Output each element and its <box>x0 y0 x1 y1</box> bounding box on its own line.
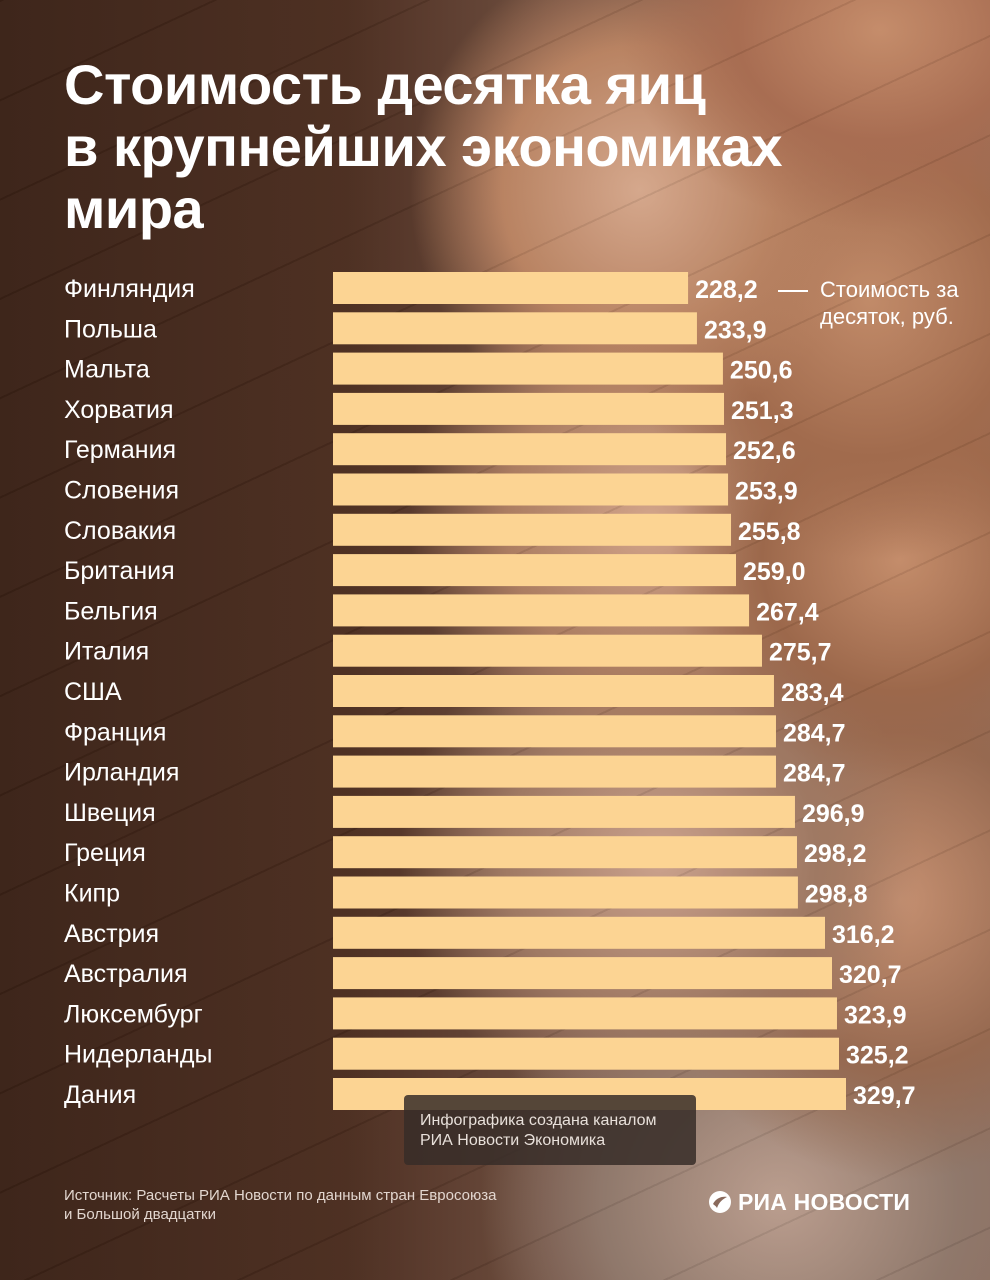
credit-line-1: Инфографика создана каналом <box>420 1112 657 1129</box>
category-label: Люксембург <box>64 1000 203 1028</box>
bar <box>333 675 774 707</box>
bar <box>333 513 732 546</box>
value-label: 284,7 <box>783 760 846 788</box>
category-label: Греция <box>64 839 146 867</box>
bar <box>333 392 725 425</box>
bar <box>333 352 723 385</box>
category-label: Финляндия <box>64 275 195 303</box>
bar <box>333 916 825 949</box>
category-label: Италия <box>64 638 149 666</box>
category-label: Кипр <box>64 880 120 908</box>
value-label: 283,4 <box>781 679 844 707</box>
bar <box>333 997 837 1030</box>
value-label: 233,9 <box>704 316 767 344</box>
credit-text: Инфографика создана каналом РИА Новости … <box>420 1111 657 1151</box>
bar <box>333 433 727 466</box>
category-label: Нидерланды <box>64 1041 212 1069</box>
value-label: 329,7 <box>853 1082 916 1110</box>
legend-connector-line <box>778 290 808 292</box>
category-label: Словакия <box>64 517 176 545</box>
page-title: Стоимость десятка яиц в крупнейших эконо… <box>64 54 924 240</box>
bar <box>333 755 776 788</box>
source-line-1: Источник: Расчеты РИА Новости по данным … <box>64 1187 497 1204</box>
category-label: Польша <box>64 315 157 343</box>
value-label: 251,3 <box>731 397 794 425</box>
credit-line-2: РИА Новости Экономика <box>420 1132 606 1149</box>
ria-logo: РИА НОВОСТИ <box>708 1188 910 1216</box>
title-line-3: мира <box>64 177 204 240</box>
category-label: Франция <box>64 718 166 746</box>
value-label: 255,8 <box>738 518 801 546</box>
value-label: 298,8 <box>805 881 868 909</box>
bar <box>333 715 776 748</box>
category-label: Дания <box>64 1081 136 1109</box>
source-note: Источник: Расчеты РИА Новости по данным … <box>64 1186 584 1224</box>
value-label: 323,9 <box>844 1001 907 1029</box>
category-label: Австрия <box>64 920 159 948</box>
category-label: Словения <box>64 477 179 505</box>
category-label: Бельгия <box>64 597 158 625</box>
bar <box>333 272 689 304</box>
title-line-2: в крупнейших экономиках <box>64 115 783 178</box>
category-label: Швеция <box>64 799 156 827</box>
bar <box>333 957 832 990</box>
bar <box>333 473 729 506</box>
bar <box>333 634 762 667</box>
category-label: Мальта <box>64 356 150 384</box>
category-label: Хорватия <box>64 396 174 424</box>
value-label: 325,2 <box>846 1042 909 1070</box>
value-label: 259,0 <box>743 558 806 586</box>
bar <box>333 312 697 345</box>
value-label: 253,9 <box>735 478 798 506</box>
bar <box>333 554 736 587</box>
value-label: 296,9 <box>802 800 865 828</box>
bar <box>333 836 797 869</box>
bar <box>333 876 798 909</box>
value-label: 275,7 <box>769 639 832 667</box>
bar <box>333 795 795 828</box>
category-label: Австралия <box>64 960 188 988</box>
category-label: США <box>64 678 122 706</box>
value-label: 228,2 <box>695 276 758 304</box>
value-label: 316,2 <box>832 921 895 949</box>
category-label: Ирландия <box>64 759 179 787</box>
value-label: 320,7 <box>839 961 902 989</box>
unit-note: Стоимость за десяток, руб. <box>820 277 959 329</box>
value-label: 298,2 <box>804 840 867 868</box>
value-label: 252,6 <box>733 437 796 465</box>
title-line-1: Стоимость десятка яиц <box>64 53 706 116</box>
category-label: Британия <box>64 557 175 585</box>
bar <box>333 1037 839 1070</box>
category-label: Германия <box>64 436 176 464</box>
source-line-2: и Большой двадцатки <box>64 1206 216 1223</box>
value-label: 250,6 <box>730 357 793 385</box>
value-label: 284,7 <box>783 719 846 747</box>
logo-text: РИА НОВОСТИ <box>738 1188 911 1215</box>
ria-logo-icon <box>709 1191 731 1213</box>
credit-box: Инфографика создана каналом РИА Новости … <box>404 1095 696 1165</box>
bar <box>333 594 750 627</box>
value-label: 267,4 <box>756 598 819 626</box>
